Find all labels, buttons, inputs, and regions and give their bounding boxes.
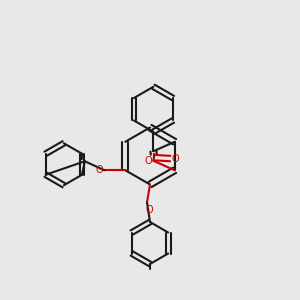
Text: O: O xyxy=(144,156,152,166)
Text: O: O xyxy=(96,165,104,175)
Text: O: O xyxy=(146,205,153,215)
Text: O: O xyxy=(172,154,179,164)
